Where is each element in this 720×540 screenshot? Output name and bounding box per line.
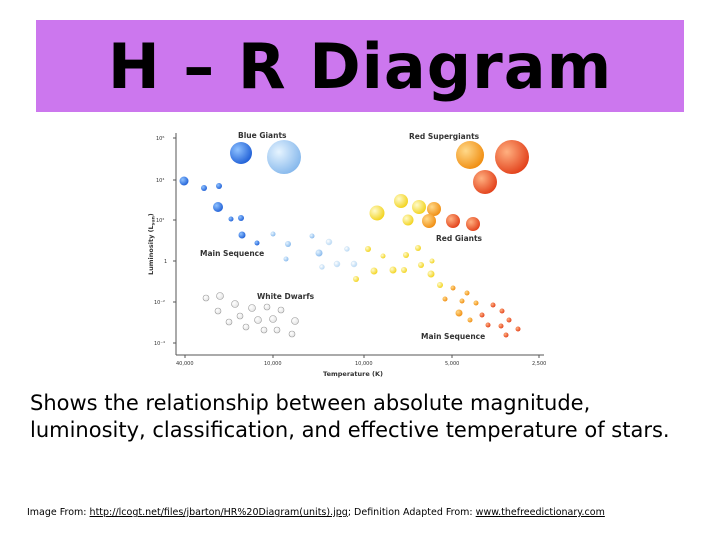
x-tick-label: 2,500 — [532, 361, 546, 367]
main-sequence-stars — [179, 176, 521, 338]
star-giant — [369, 205, 385, 221]
y-tick-label: 10⁴ — [156, 178, 164, 184]
label-blue-giants: Blue Giants — [238, 131, 287, 140]
star-red-supergiant — [495, 140, 529, 174]
star-red-supergiant — [473, 170, 497, 194]
x-tick-label: 10,000 — [355, 361, 373, 367]
star-blue-giant — [267, 140, 301, 174]
y-tick-label: 10⁶ — [156, 136, 164, 142]
title-banner: H – R Diagram — [36, 20, 684, 112]
white-dwarf-stars — [202, 292, 299, 338]
y-tick-label: 10² — [156, 218, 164, 224]
y-tick-label: 10⁻⁴ — [154, 341, 165, 347]
star-giant — [446, 214, 460, 228]
credits-prefix: Image From: — [27, 507, 87, 518]
star-giant — [466, 217, 480, 231]
x-tick-label: 10,000 — [264, 361, 282, 367]
x-tick-label: 40,000 — [176, 361, 194, 367]
credits-middle: ; Definition Adapted From: — [347, 507, 473, 518]
y-tick-label: 1 — [164, 259, 167, 265]
x-ticks: 40,000 10,000 10,000 5,000 2,500 — [176, 355, 546, 367]
star-giant — [402, 214, 414, 226]
label-red-supergiants: Red Supergiants — [409, 132, 480, 141]
star-giant — [422, 214, 436, 228]
hr-diagram: 10⁶ 10⁴ 10² 1 10⁻² 10⁻⁴ 40,000 10,000 10… — [147, 131, 546, 378]
y-tick-label: 10⁻² — [154, 300, 165, 306]
star-blue-giant — [230, 142, 252, 164]
star-red-supergiant — [456, 141, 484, 169]
image-source-link[interactable]: http://lcogt.net/files/jbarton/HR%20Diag… — [89, 507, 348, 518]
label-red-giants: Red Giants — [436, 234, 483, 243]
y-ticks: 10⁶ 10⁴ 10² 1 10⁻² 10⁻⁴ — [154, 136, 176, 347]
definition-source-link[interactable]: www.thefreedictionary.com — [475, 507, 605, 518]
page-title: H – R Diagram — [107, 29, 613, 103]
credits-line: Image From: http://lcogt.net/files/jbart… — [27, 507, 707, 518]
label-white-dwarfs: White Dwarfs — [257, 292, 315, 301]
star-giant — [427, 202, 441, 216]
x-tick-label: 5,000 — [445, 361, 459, 367]
x-axis-label: Temperature (K) — [323, 370, 383, 378]
label-main-sequence-upper: Main Sequence — [200, 249, 264, 258]
y-axis-label: Luminosity (Lsun) — [147, 213, 157, 275]
caption-text: Shows the relationship between absolute … — [30, 391, 670, 442]
label-main-sequence-lower: Main Sequence — [421, 332, 485, 341]
star-giant — [394, 194, 408, 208]
star-giant — [412, 200, 426, 214]
